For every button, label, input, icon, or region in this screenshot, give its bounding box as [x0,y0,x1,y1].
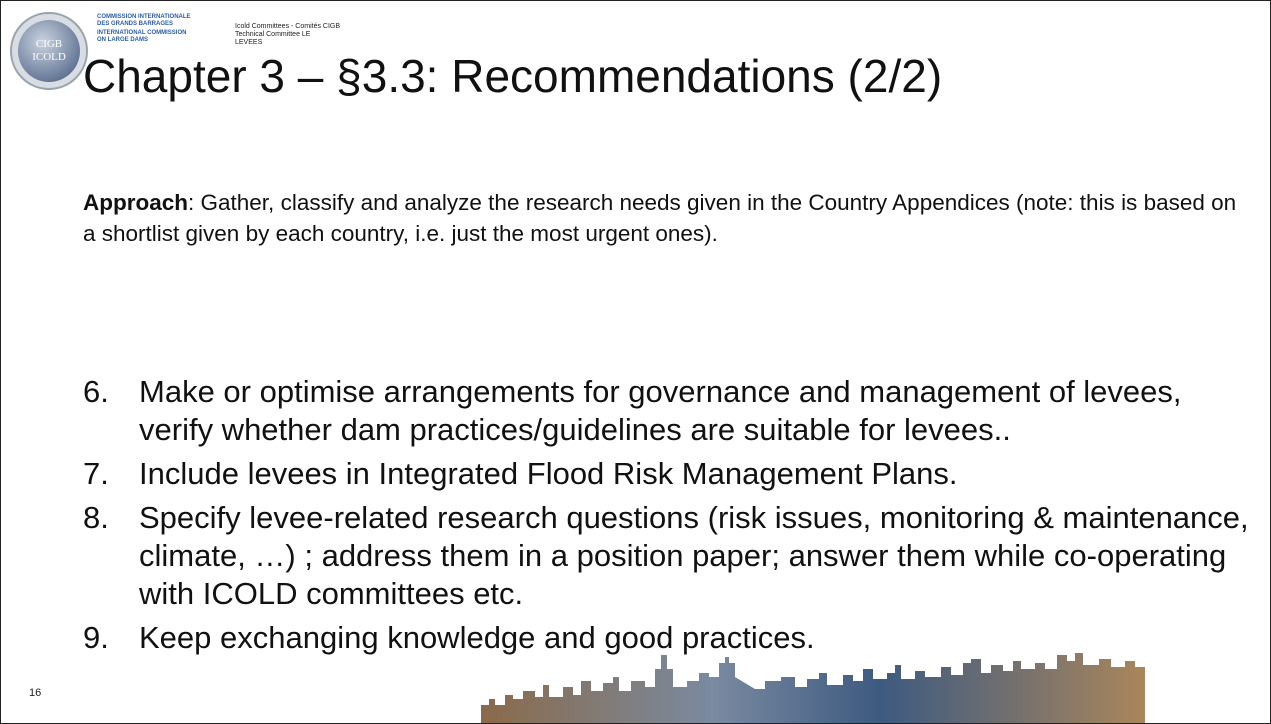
item-number: 7. [83,456,109,491]
list-item: 6. Make or optimise arrangements for gove… [83,373,1263,449]
org-line: INTERNATIONAL COMMISSION [97,30,187,36]
approach: Approach: Gather, classify and analyze t… [83,187,1248,249]
item-text: Make or optimise arrangements for govern… [139,374,1182,447]
item-number: 6. [83,374,109,409]
committee-line: LEVEES [235,39,263,46]
page-number: 16 [29,687,42,699]
list-item: 7. Include levees in Integrated Flood Ris… [83,455,1263,493]
list-item: 8. Specify levee-related research questio… [83,499,1263,613]
org-line: ON LARGE DAMS [97,37,148,43]
org-line: COMMISSION INTERNATIONALE [97,14,191,20]
approach-text: : Gather, classify and analyze the resea… [83,190,1237,246]
item-text: Include levees in Integrated Flood Risk … [139,456,958,491]
list-item: 9. Keep exchanging knowledge and good pra… [83,619,1263,657]
item-text: Keep exchanging knowledge and good pract… [139,620,815,655]
slide-title: Chapter 3 – §3.3: Recommendations (2/2) [83,50,943,102]
committee-line: Technical Committee LE [235,31,311,38]
item-text: Specify levee-related research questions… [139,500,1249,611]
logo: CIGB ICOLD [10,12,88,90]
skyline [481,653,1145,723]
recommendation-list: 6. Make or optimise arrangements for gove… [83,373,1263,663]
org-line: DES GRANDS BARRAGES [97,21,174,27]
logo-text: CIGB [36,38,62,50]
logo-text: ICOLD [32,51,66,63]
committee-line: Icold Committees - Comités CIGB [235,23,341,30]
item-number: 9. [83,620,109,655]
item-number: 8. [83,500,109,535]
approach-label: Approach [83,190,189,215]
